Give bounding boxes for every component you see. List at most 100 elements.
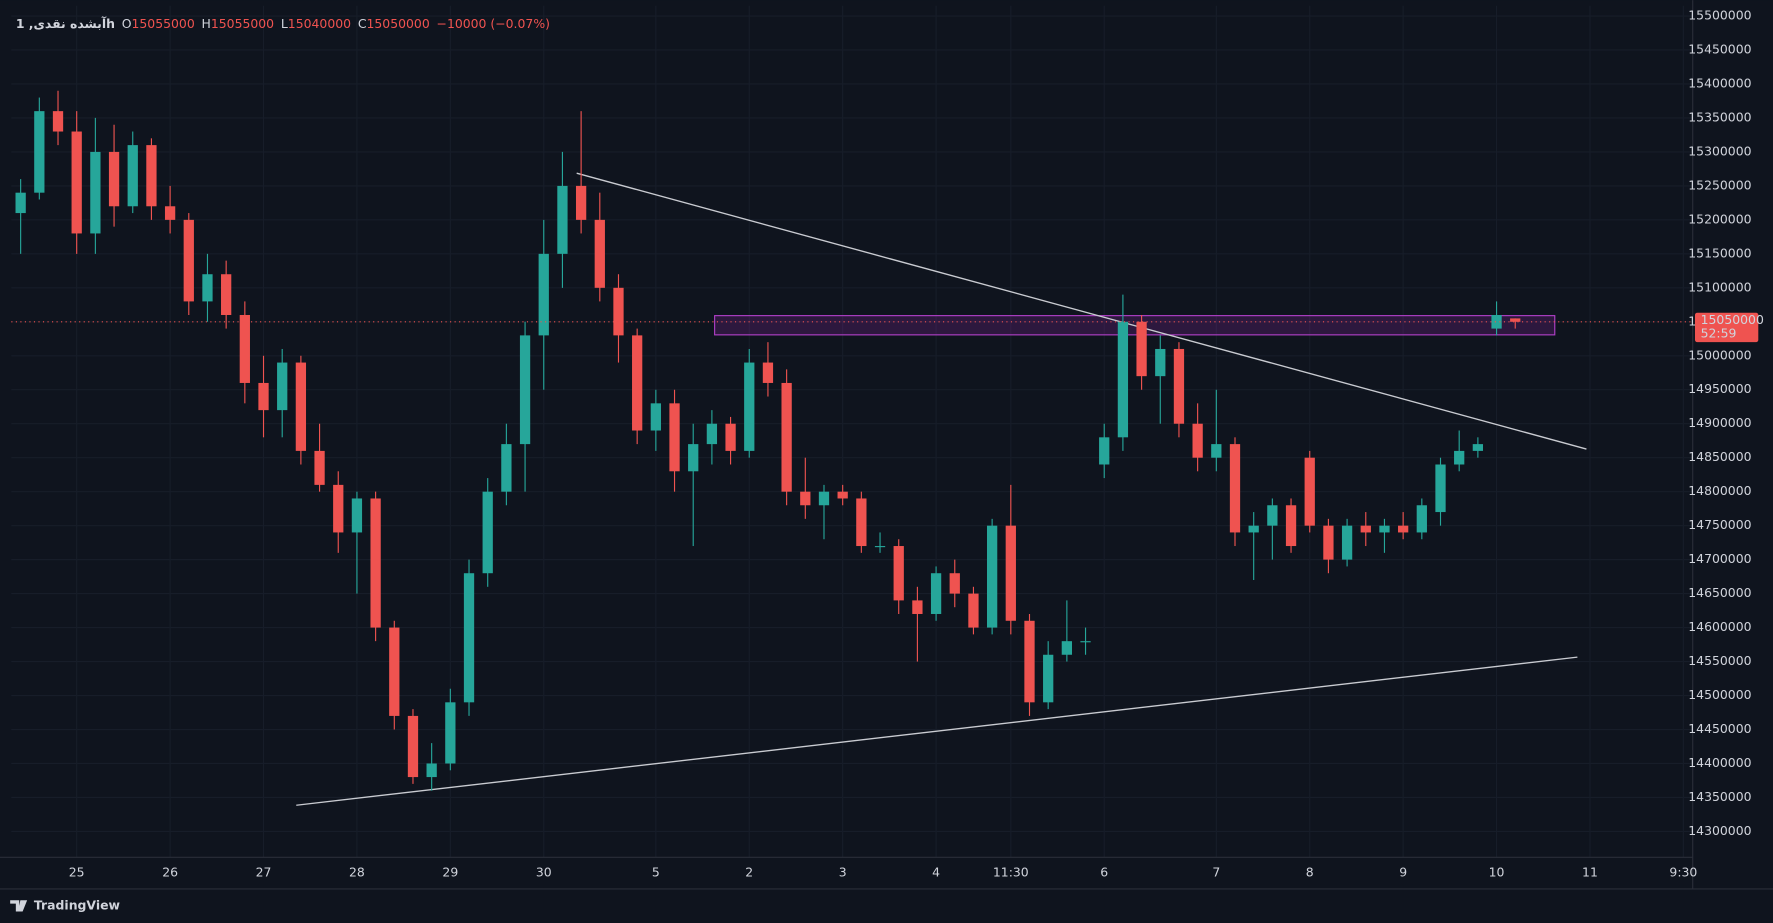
- candle-body: [239, 314, 250, 383]
- candle-body: [706, 423, 718, 445]
- candle-body: [1416, 505, 1427, 533]
- y-tick-label: 14500000: [1688, 687, 1751, 702]
- candle-body: [445, 702, 456, 764]
- x-tick-label: 6: [1100, 865, 1108, 880]
- candle-body: [912, 600, 923, 614]
- y-tick-label: 15450000: [1688, 41, 1751, 56]
- candle-body: [71, 131, 82, 234]
- grid: [11, 5, 1693, 858]
- candle-body: [370, 498, 381, 628]
- candle-body: [463, 573, 475, 703]
- x-tick-label: 10: [1489, 865, 1505, 880]
- y-tick-label: 15400000: [1688, 75, 1751, 90]
- y-tick-label: 14600000: [1688, 619, 1751, 634]
- candle-body: [146, 145, 157, 207]
- x-tick-label: 11: [1582, 865, 1598, 880]
- x-tick-label: 2: [745, 865, 753, 880]
- y-tick-label: 14450000: [1688, 721, 1751, 736]
- trend-line[interactable]: [296, 656, 1578, 806]
- x-tick-label: 26: [162, 865, 178, 880]
- candle-body: [1155, 348, 1166, 377]
- candle-body: [893, 546, 904, 601]
- candle-body: [1435, 464, 1446, 513]
- candle-body: [519, 335, 531, 445]
- y-tick-label: 14800000: [1688, 483, 1751, 498]
- candle-body: [1472, 444, 1484, 451]
- y-tick-label: 15500000: [1688, 8, 1751, 23]
- candle-body: [1491, 314, 1502, 329]
- candle-body: [1454, 450, 1465, 465]
- ohlc-value: 15055000: [211, 15, 274, 30]
- candle-body: [1398, 525, 1409, 533]
- y-tick-label: 14750000: [1688, 517, 1751, 532]
- candle-body: [1248, 525, 1259, 533]
- candle-body: [1080, 641, 1091, 643]
- ohlc-label: L: [281, 15, 288, 30]
- candle-body: [90, 151, 101, 234]
- y-tick-label: 15250000: [1688, 177, 1751, 192]
- y-tick-label: 15200000: [1688, 211, 1751, 226]
- legend-header: آبشده نقدی, 1h O15055000 H15055000 L1504000…: [16, 15, 550, 30]
- candle-body: [34, 111, 45, 193]
- candle-body: [874, 546, 886, 548]
- y-tick-label: 15100000: [1688, 279, 1751, 294]
- symbol: آبشده نقدی, 1h: [16, 15, 115, 30]
- candle-body: [295, 362, 307, 451]
- candle-body: [538, 253, 549, 336]
- ohlc-label: H: [202, 15, 211, 30]
- candle-body: [482, 491, 493, 574]
- candle-body: [1192, 423, 1203, 458]
- candle-body: [613, 287, 624, 336]
- candle-body: [1304, 457, 1315, 526]
- y-tick-label: 15150000: [1688, 245, 1751, 260]
- candle-body: [557, 185, 568, 254]
- trend-line[interactable]: [576, 172, 1587, 450]
- y-tick-label: 14850000: [1688, 449, 1751, 464]
- ohlc-value: 15050000: [367, 15, 430, 30]
- y-tick-label: 15000000: [1688, 347, 1751, 362]
- candle-body: [127, 145, 138, 207]
- candle-body: [1267, 505, 1278, 526]
- candle-body: [986, 525, 998, 628]
- y-tick-label: 14400000: [1688, 755, 1751, 770]
- candle-body: [837, 491, 848, 499]
- x-tick-label: 7: [1212, 865, 1220, 880]
- candle-body: [426, 763, 437, 778]
- candle-body: [52, 111, 64, 132]
- candle-body: [389, 627, 400, 716]
- candle-body: [164, 206, 176, 220]
- brand[interactable]: TradingView: [34, 897, 121, 912]
- candle-body: [930, 573, 942, 614]
- candle-body: [1229, 444, 1241, 533]
- candle-body: [650, 403, 661, 431]
- candle-body: [1043, 654, 1054, 703]
- candle-body: [1211, 444, 1222, 458]
- candle-body: [1024, 620, 1035, 703]
- x-tick-label: 3: [839, 865, 847, 880]
- candle-body: [856, 498, 867, 547]
- y-tick-label: 15300000: [1688, 143, 1751, 158]
- candle-body: [762, 362, 774, 383]
- candle-body: [688, 444, 699, 472]
- candle-body: [221, 274, 232, 315]
- candle-body: [1360, 525, 1371, 533]
- y-tick-label: 14550000: [1688, 653, 1751, 668]
- y-tick-label: 14350000: [1688, 789, 1751, 804]
- candle-body: [108, 151, 120, 207]
- candle-body: [183, 219, 194, 302]
- y-tick-label: 15350000: [1688, 109, 1751, 124]
- y-tick-label: 14650000: [1688, 585, 1751, 600]
- x-tick-label: 25: [69, 865, 85, 880]
- candle-body: [744, 362, 755, 451]
- price-label: 15050000: [1701, 312, 1764, 327]
- candle-body: [314, 450, 325, 485]
- candle-body: [949, 573, 960, 594]
- candle-body: [258, 382, 269, 411]
- x-tick-label: 11:30: [993, 865, 1029, 880]
- candle-body: [575, 185, 587, 220]
- ohlc-label: O: [122, 15, 132, 30]
- candle-body: [1173, 348, 1185, 424]
- candle-body: [15, 192, 26, 214]
- candle-body: [202, 274, 213, 302]
